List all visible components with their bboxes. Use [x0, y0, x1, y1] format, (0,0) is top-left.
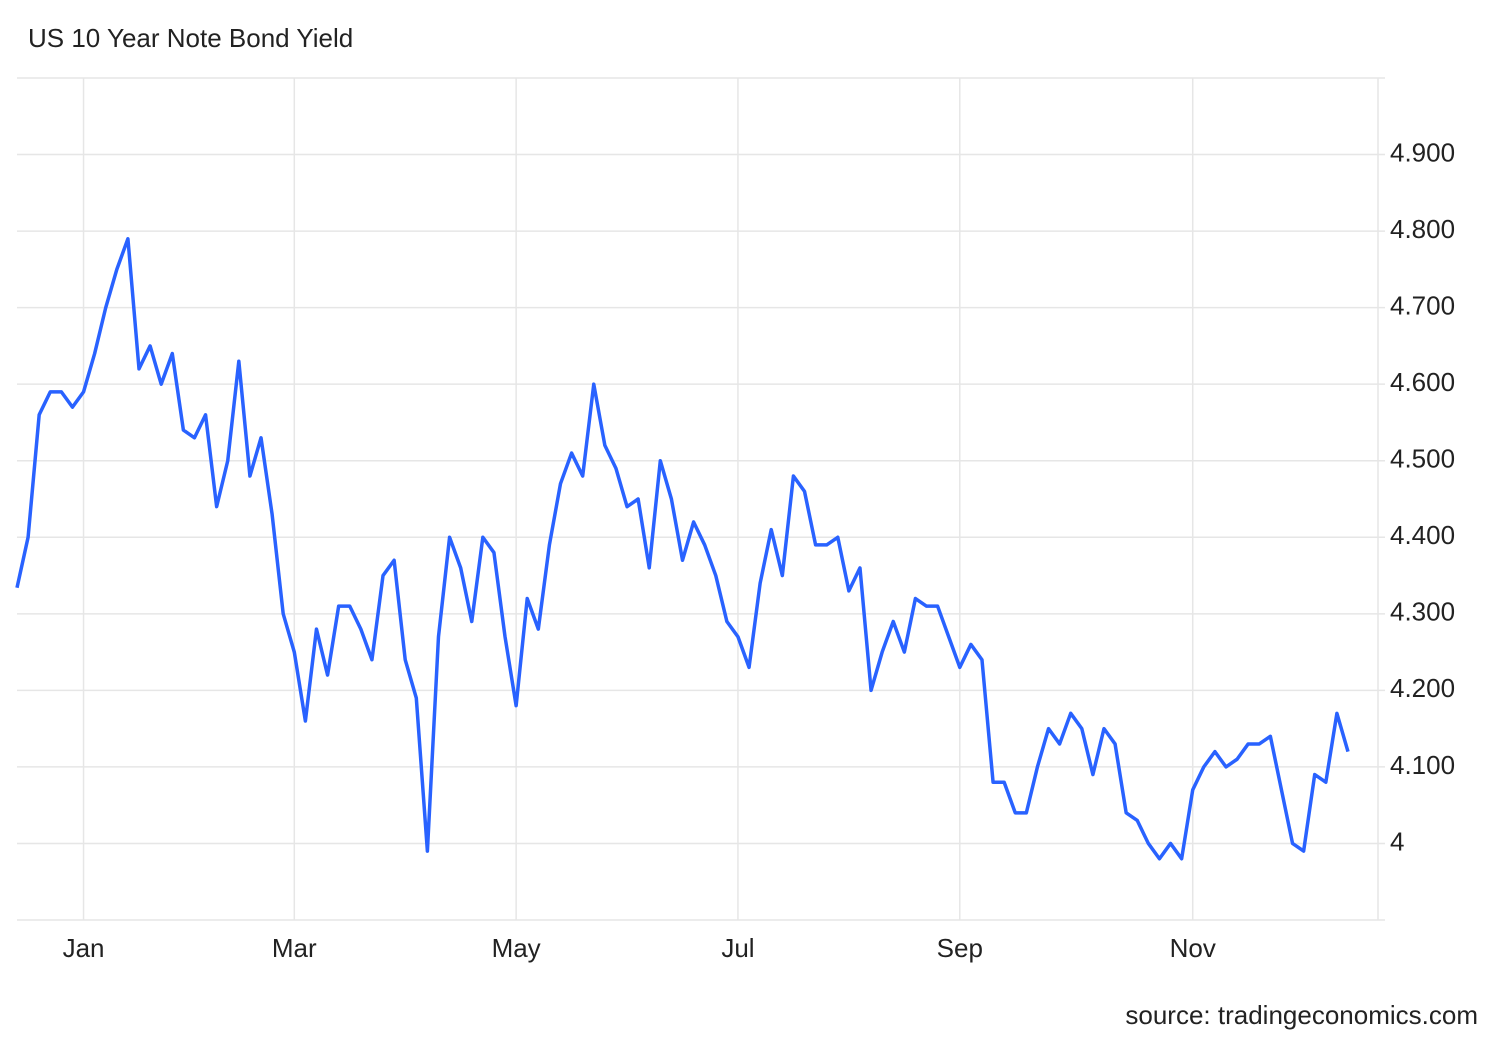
- yield-line: [15, 237, 1350, 861]
- source: source: tradingeconomics.com: [1125, 1000, 1478, 1030]
- y-tick-label: 4: [1390, 826, 1404, 856]
- x-tick-label: Nov: [1170, 933, 1216, 963]
- y-tick-label: 4.900: [1390, 137, 1455, 167]
- x-tick-label: Jul: [721, 933, 754, 963]
- y-tick-label: 4.800: [1390, 214, 1455, 244]
- y-tick-label: 4.200: [1390, 673, 1455, 703]
- chart-title: US 10 Year Note Bond Yield: [28, 23, 353, 53]
- y-tick-label: 4.700: [1390, 291, 1455, 321]
- y-tick-label: 4.100: [1390, 750, 1455, 780]
- x-tick-label: May: [492, 933, 541, 963]
- y-tick-label: 4.300: [1390, 597, 1455, 627]
- x-tick-label: Mar: [272, 933, 317, 963]
- y-tick-label: 4.600: [1390, 367, 1455, 397]
- x-tick-label: Jan: [63, 933, 105, 963]
- y-tick-label: 4.500: [1390, 444, 1455, 474]
- y-tick-label: 4.400: [1390, 520, 1455, 550]
- x-tick-label: Sep: [937, 933, 983, 963]
